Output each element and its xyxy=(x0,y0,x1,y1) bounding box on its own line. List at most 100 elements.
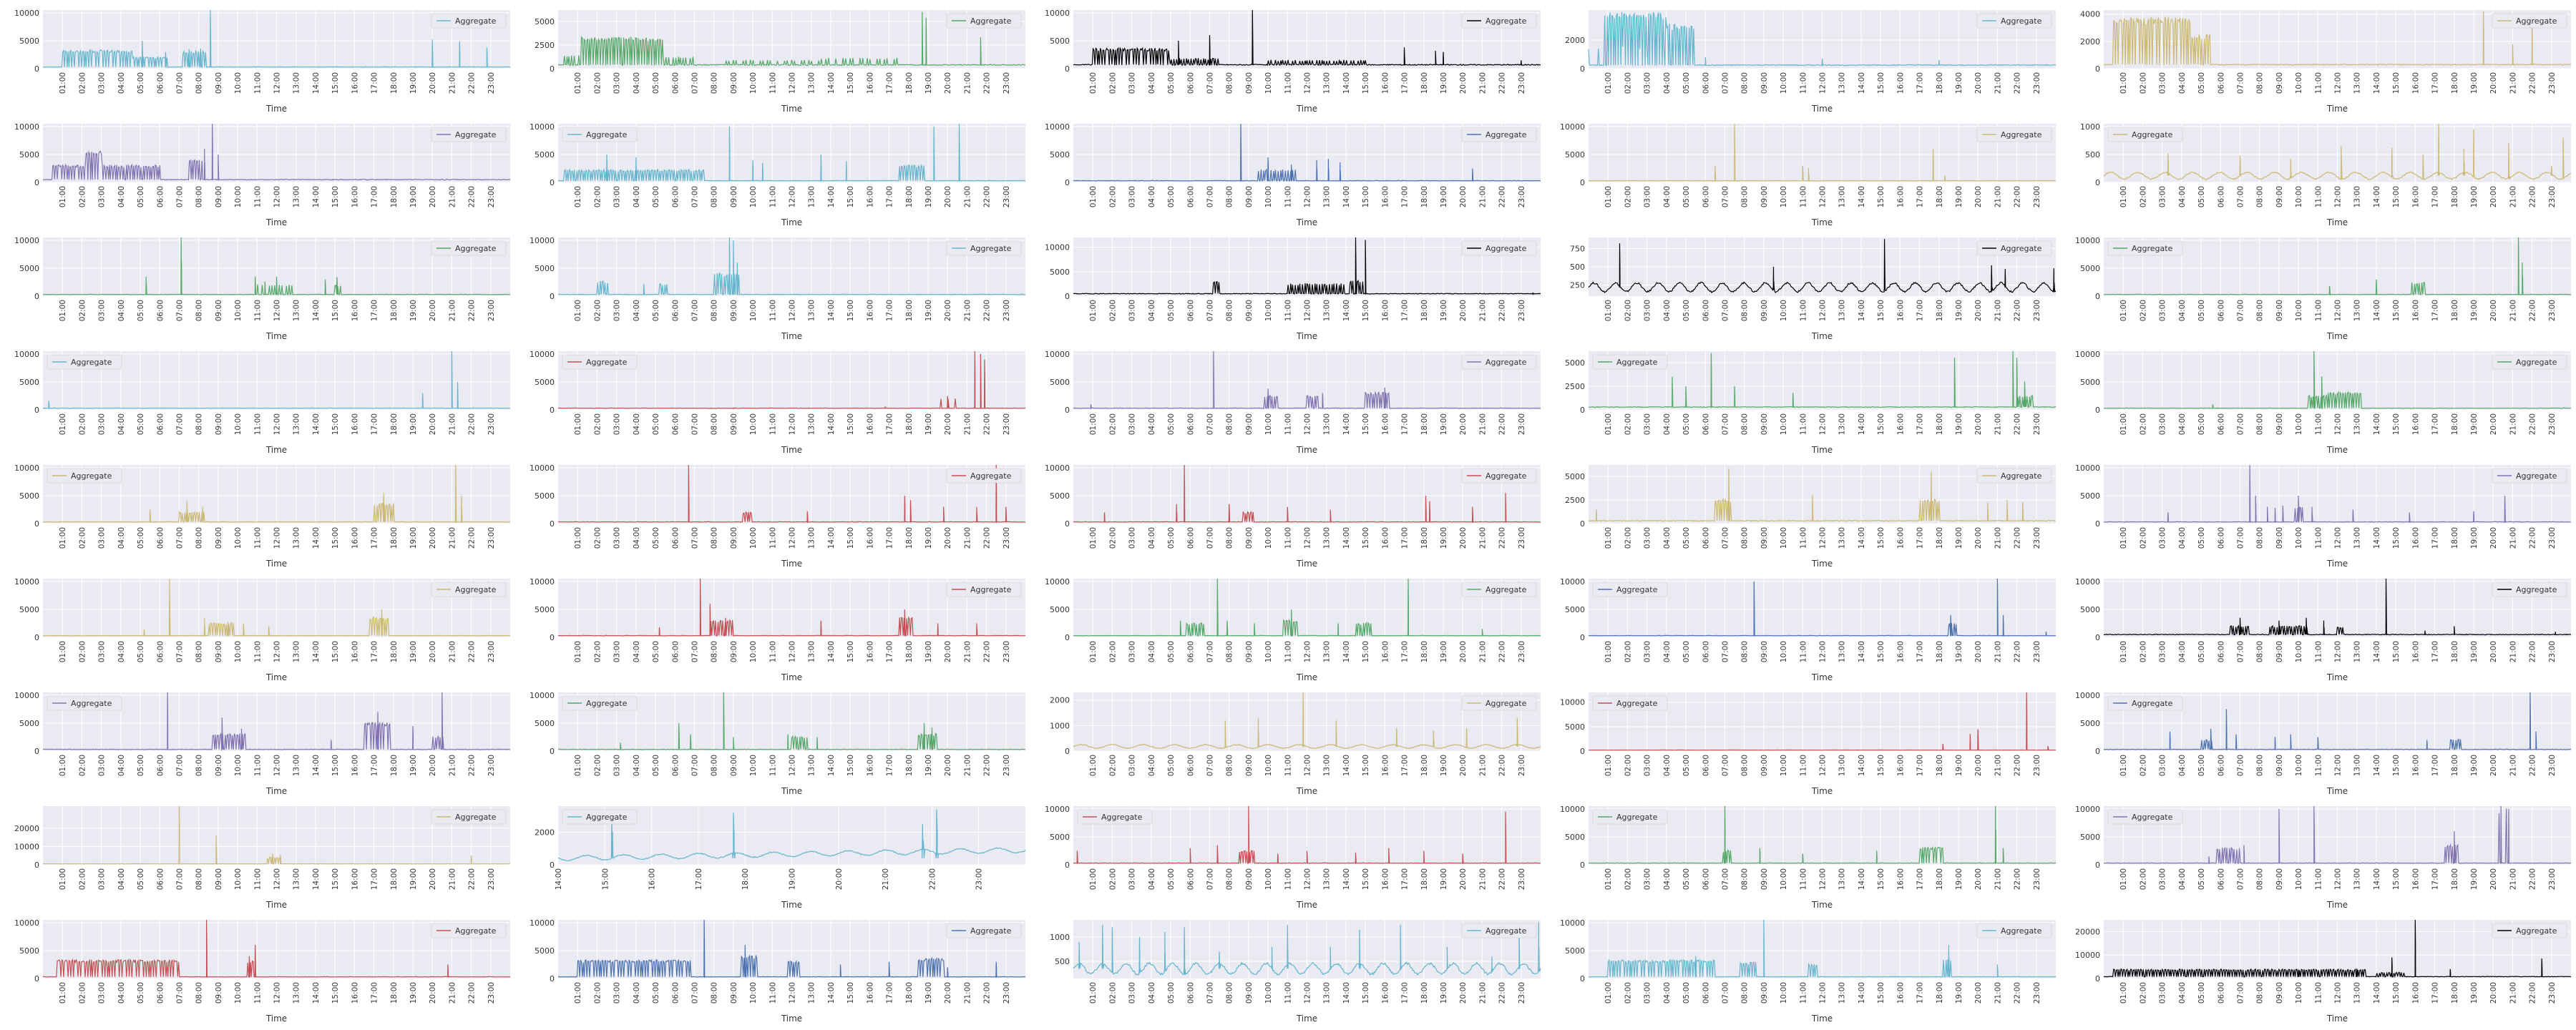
x-tick-label: 17:00 xyxy=(371,413,379,435)
x-tick-label: 20:00 xyxy=(944,755,952,776)
legend-box xyxy=(1461,695,1537,711)
x-tick-label: 15:00 xyxy=(1877,413,1885,435)
x-axis-label: Time xyxy=(1296,900,1317,910)
subplot: 01:00 02:00 03:00 04:00 05:00 06:00 07:00 08:00… xyxy=(2075,691,2572,796)
x-tick-label: 15:00 xyxy=(1362,641,1370,662)
y-tick-label: 5000 xyxy=(535,605,555,614)
x-tick-label: 11:00 xyxy=(2314,72,2323,94)
x-tick-label: 22:00 xyxy=(2529,527,2537,549)
x-tick-label: 19:00 xyxy=(1440,413,1448,435)
x-tick-label: 23:00 xyxy=(1518,72,1526,94)
x-axis-label: Time xyxy=(265,445,287,455)
x-tick-label: 19:00 xyxy=(2470,413,2479,435)
x-tick-label: 10:00 xyxy=(2295,300,2303,321)
subplot: 01:00 02:00 03:00 04:00 05:00 06:00 07:00 08:00… xyxy=(530,122,1026,227)
x-tick-label: 01:00 xyxy=(1089,527,1098,549)
x-tick-label: 20:00 xyxy=(429,982,437,1004)
x-tick-label: 13:00 xyxy=(808,413,816,435)
x-tick-label: 06:00 xyxy=(156,868,165,890)
x-tick-label: 21:00 xyxy=(882,868,890,890)
x-tick-label: 02:00 xyxy=(78,413,87,435)
y-tick-label: 10000 xyxy=(14,350,39,359)
x-tick-label: 16:00 xyxy=(866,413,874,435)
x-tick-label: 07:00 xyxy=(1206,413,1214,435)
series-line-aggregate xyxy=(1073,922,1541,976)
x-tick-label: 09:00 xyxy=(1760,755,1769,776)
x-tick-label: 04:00 xyxy=(633,982,641,1004)
x-tick-label: 17:00 xyxy=(371,868,379,890)
legend-box xyxy=(47,354,122,370)
x-tick-label: 22:00 xyxy=(2529,755,2537,776)
x-tick-label: 07:00 xyxy=(2236,413,2245,435)
x-tick-label: 11:00 xyxy=(2314,641,2323,662)
x-tick-label: 12:00 xyxy=(2334,72,2343,94)
y-tick-label: 0 xyxy=(2095,860,2100,870)
x-tick-label: 16:00 xyxy=(2411,755,2420,776)
x-tick-label: 03:00 xyxy=(98,72,107,94)
y-tick-label: 0 xyxy=(1065,292,1070,301)
x-tick-label: 16:00 xyxy=(866,186,874,207)
y-tick-label: 10000 xyxy=(14,691,39,700)
y-tick-label: 0 xyxy=(550,974,555,984)
x-tick-label: 22:00 xyxy=(468,413,477,435)
y-tick-label: 10000 xyxy=(1560,577,1585,587)
x-tick-label: 21:00 xyxy=(448,186,457,207)
x-tick-label: 13:00 xyxy=(293,72,301,94)
x-tick-label: 16:00 xyxy=(2411,868,2420,890)
x-tick-label: 20:00 xyxy=(1459,413,1468,435)
y-tick-label: 5000 xyxy=(535,719,555,728)
x-tick-label: 15:00 xyxy=(331,755,340,776)
legend: Aggregate xyxy=(1461,354,1537,370)
x-tick-label: 12:00 xyxy=(2334,641,2343,662)
x-tick-label: 15:00 xyxy=(331,72,340,94)
x-tick-label: 14:00 xyxy=(2373,413,2381,435)
x-tick-label: 16:00 xyxy=(351,868,359,890)
x-tick-label: 10:00 xyxy=(2295,982,2303,1004)
y-tick-label: 10000 xyxy=(2075,691,2100,700)
x-axis-label: Time xyxy=(2326,217,2348,227)
x-tick-label: 18:00 xyxy=(1420,300,1429,321)
subplot: 01:00 02:00 03:00 04:00 05:00 06:00 07:00 08:00… xyxy=(14,350,511,455)
series-line-aggregate xyxy=(2103,578,2572,636)
y-tick-label: 10000 xyxy=(530,236,555,245)
legend: Aggregate xyxy=(1976,923,2052,938)
x-tick-label: 03:00 xyxy=(1128,527,1137,549)
y-tick-label: 0 xyxy=(1580,860,1585,870)
x-tick-label: 18:00 xyxy=(2451,72,2459,94)
x-tick-label: 10:00 xyxy=(749,72,758,94)
x-tick-label: 07:00 xyxy=(2236,300,2245,321)
x-tick-label: 02:00 xyxy=(1108,186,1117,207)
subplot: 01:00 02:00 03:00 04:00 05:00 06:00 07:00 08:00… xyxy=(2075,919,2572,1024)
legend-label: Aggregate xyxy=(1485,699,1527,708)
subplot: 01:00 02:00 03:00 04:00 05:00 06:00 07:00 08:00… xyxy=(14,918,511,1024)
y-tick-label: 5000 xyxy=(535,378,555,387)
x-axis-label: Time xyxy=(265,217,287,227)
x-tick-label: 03:00 xyxy=(1644,300,1652,321)
x-tick-label: 13:00 xyxy=(293,186,301,207)
x-tick-label: 17:00 xyxy=(1916,527,1925,549)
x-tick-label: 03:00 xyxy=(613,72,622,94)
x-tick-label: 16:00 xyxy=(351,527,359,549)
x-tick-label: 02:00 xyxy=(78,72,87,94)
x-tick-label: 12:00 xyxy=(273,186,282,207)
legend-box xyxy=(1461,923,1537,938)
x-tick-label: 03:00 xyxy=(98,527,107,549)
x-tick-label: 04:00 xyxy=(1663,527,1672,549)
x-tick-label: 13:00 xyxy=(2353,982,2362,1004)
x-tick-label: 19:00 xyxy=(924,755,933,776)
x-tick-label: 07:00 xyxy=(1721,982,1729,1004)
x-tick-label: 17:00 xyxy=(371,641,379,662)
series-line-aggregate xyxy=(1073,9,1541,67)
legend-box xyxy=(1461,127,1537,142)
x-tick-label: 08:00 xyxy=(1741,868,1750,890)
x-tick-label: 17:00 xyxy=(1916,413,1925,435)
x-tick-label: 14:00 xyxy=(2373,755,2381,776)
x-tick-label: 18:00 xyxy=(1936,186,1944,207)
x-axis-label: Time xyxy=(1296,559,1317,569)
x-tick-label: 23:00 xyxy=(2033,982,2041,1004)
x-tick-label: 19:00 xyxy=(409,527,418,549)
legend: Aggregate xyxy=(946,240,1022,256)
y-tick-label: 0 xyxy=(550,292,555,301)
x-tick-label: 23:00 xyxy=(2548,186,2557,207)
x-tick-label: 11:00 xyxy=(253,300,262,321)
